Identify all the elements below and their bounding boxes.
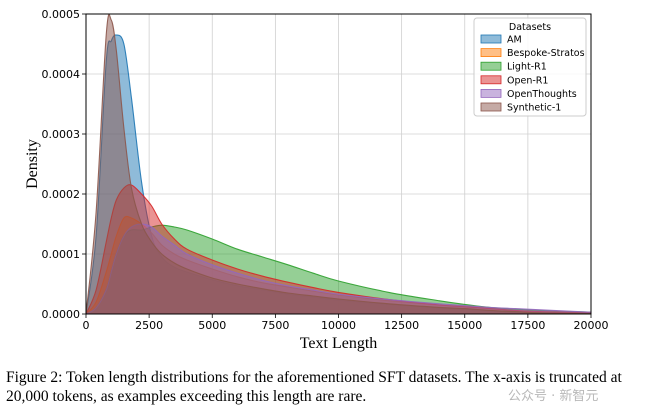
legend-swatch-synthetic-1 (480, 102, 502, 112)
line-synthetic-1 (85, 14, 592, 315)
x-tick-label: 0 (83, 319, 90, 332)
legend-swatch-bespoke-stratos (480, 48, 502, 57)
legend-label-synthetic-1: Synthetic-1 (507, 103, 561, 114)
density-chart: 0 2500 5000 7500 10000 12500 15000 17500 20000 0.… (24, 8, 609, 352)
legend: Datasets AM Bespoke-Stratos Light-R1 Open-R… (473, 17, 587, 117)
x-tick-label: 20000 (574, 319, 609, 332)
legend-label-bespoke-stratos: Bespoke-Stratos (507, 48, 585, 59)
x-tick-label: 15000 (447, 319, 482, 332)
y-tick-label: 0.0001 (42, 248, 81, 261)
x-tick-label: 2500 (135, 319, 163, 332)
legend-label-am: AM (507, 35, 522, 46)
figure-caption: Figure 2: Token length distributions for… (6, 369, 622, 405)
legend-label-light-r1: Light-R1 (507, 62, 547, 73)
legend-label-openthoughts: OpenThoughts (507, 89, 577, 100)
legend-swatch-openthoughts (480, 89, 502, 98)
x-axis-label: Text Length (300, 335, 378, 352)
legend-label-open-r1: Open-R1 (507, 75, 548, 86)
y-tick-label: 0.0000 (42, 308, 81, 321)
legend-swatch-light-r1 (480, 61, 502, 71)
legend-box (473, 17, 587, 117)
legend-swatch-am (480, 34, 502, 44)
x-tick-label: 17500 (510, 319, 545, 332)
x-tick-label: 10000 (321, 319, 356, 332)
x-tick-label: 5000 (198, 319, 226, 332)
legend-swatch-open-r1 (480, 75, 502, 85)
y-axis-label: Density (24, 139, 41, 189)
x-tick-label: 7500 (261, 319, 289, 332)
density-areas (85, 14, 592, 315)
x-tick-label: 12500 (384, 319, 419, 332)
axes: 0 2500 5000 7500 10000 12500 15000 17500 20000 0.… (42, 8, 609, 332)
legend-title: Datasets (509, 22, 551, 33)
y-tick-label: 0.0002 (42, 188, 81, 201)
watermark: 公众号 · 新智元 (508, 389, 599, 404)
y-tick-label: 0.0005 (42, 8, 81, 21)
y-tick-label: 0.0003 (42, 128, 81, 141)
y-tick-label: 0.0004 (42, 68, 81, 81)
area-synthetic-1 (86, 14, 591, 314)
